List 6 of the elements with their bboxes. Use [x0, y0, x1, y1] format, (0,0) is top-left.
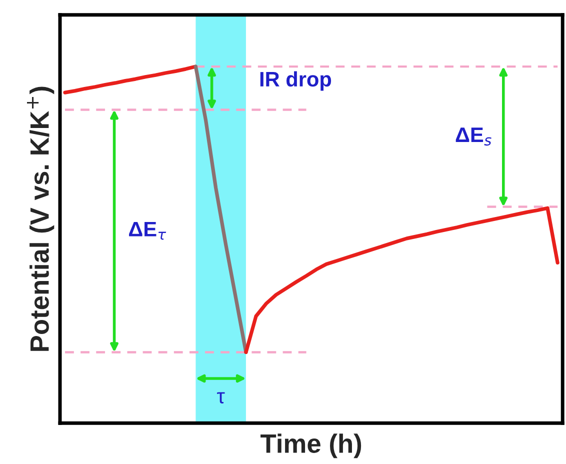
x-axis-title: Time (h)	[260, 434, 362, 458]
y-axis-title: Potential (V vs. K/K$^{+}$)	[26, 86, 54, 351]
annotation: ΔE$_{s}$	[456, 128, 492, 146]
annotation: ΔE$_{τ}$	[129, 222, 166, 240]
annotation: τ	[217, 392, 225, 404]
annotation: IR drop	[260, 71, 332, 91]
